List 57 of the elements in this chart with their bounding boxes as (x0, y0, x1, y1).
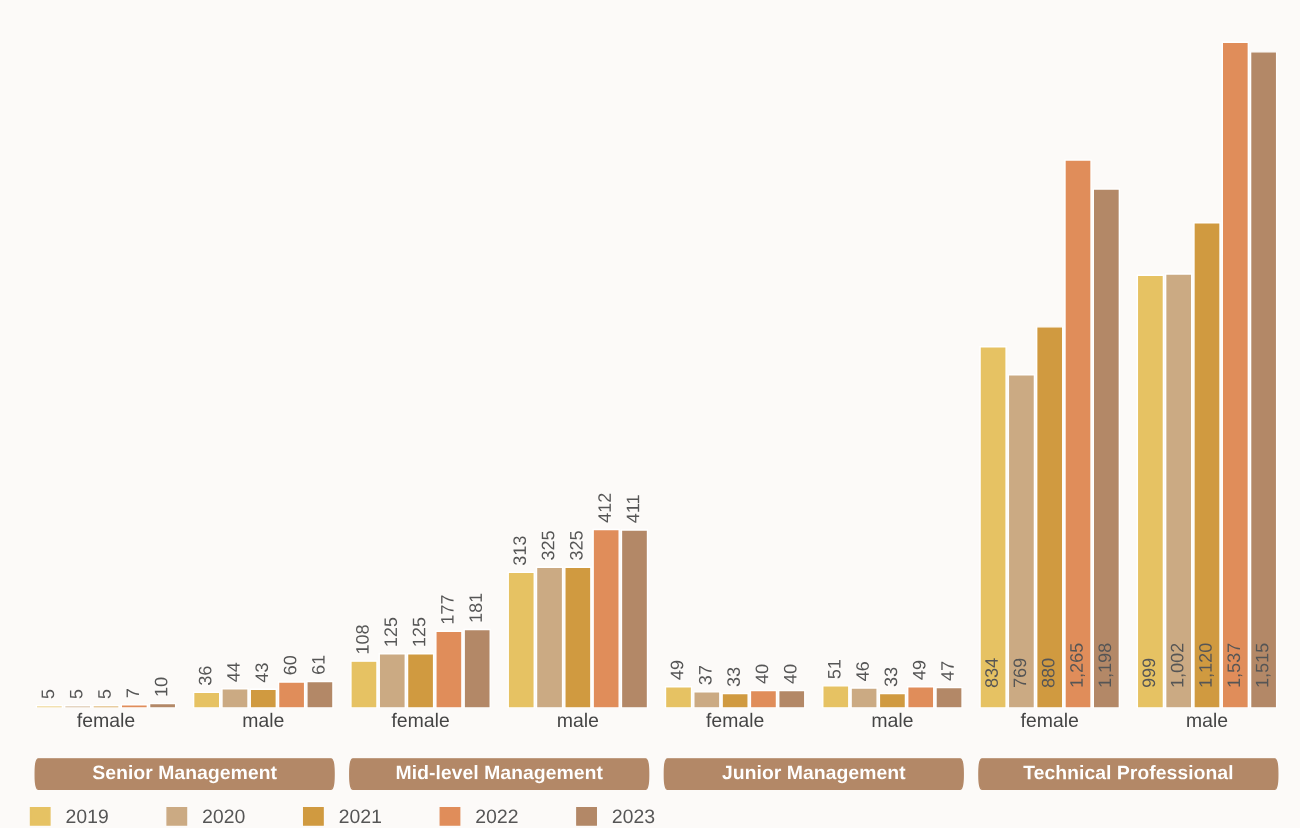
data-label: 7 (126, 689, 139, 698)
data-label: 769 (1013, 658, 1027, 688)
data-label: 834 (985, 658, 998, 688)
data-label: 1,265 (1070, 643, 1085, 687)
text: Mid-level Management (396, 765, 603, 784)
data-label: 1,002 (1170, 643, 1186, 687)
data-label: 49 (670, 660, 684, 680)
data-label: 108 (356, 625, 369, 654)
data-label: 125 (412, 617, 426, 646)
data-label: 999 (1142, 658, 1156, 688)
x-tick-label: male (558, 712, 599, 728)
legend-label: 2022 (476, 809, 518, 824)
data-label: 40 (755, 664, 769, 684)
data-label: 36 (198, 666, 212, 685)
x-tick-label: male (872, 712, 913, 728)
legend-label: 2020 (203, 809, 245, 824)
data-label: 880 (1041, 658, 1055, 688)
data-label: 325 (569, 531, 583, 560)
x-tick-label: female (391, 712, 449, 728)
legend-label: 2021 (339, 809, 381, 824)
data-label: 37 (698, 666, 712, 685)
data-label: 33 (884, 667, 898, 687)
data-label: 44 (227, 662, 240, 682)
data-label: 51 (828, 659, 841, 679)
data-label: 33 (727, 667, 740, 687)
x-tick-label: male (1187, 712, 1228, 728)
data-label: 313 (513, 536, 527, 566)
legend-label: 2023 (612, 809, 655, 824)
data-label: 5 (69, 689, 83, 699)
data-label: 40 (783, 664, 797, 684)
legend-label: 2019 (66, 809, 108, 824)
data-label: 61 (311, 655, 325, 674)
text: Junior Management (722, 765, 906, 784)
x-tick-label: female (706, 712, 764, 728)
x-tick-label: female (77, 712, 135, 728)
data-label: 60 (283, 655, 297, 675)
data-label: 125 (384, 617, 398, 646)
data-label: 1,120 (1199, 643, 1214, 687)
data-label: 177 (441, 595, 454, 624)
data-label: 46 (856, 662, 869, 681)
x-tick-label: female (1020, 712, 1079, 728)
data-label: 1,515 (1255, 643, 1271, 687)
data-label: 5 (98, 689, 111, 699)
data-label: 49 (912, 660, 926, 680)
text: Technical Professional (1023, 765, 1233, 780)
x-tick-label: male (243, 712, 284, 728)
data-label: 10 (154, 677, 168, 696)
data-label: 43 (255, 663, 269, 683)
data-label: 1,198 (1098, 643, 1114, 687)
data-label: 325 (541, 531, 555, 560)
data-label: 1,537 (1227, 643, 1243, 687)
data-label: 5 (41, 689, 55, 699)
text: Senior Management (92, 765, 277, 784)
data-label: 412 (598, 493, 611, 523)
data-label: 47 (941, 661, 954, 681)
data-label: 181 (469, 593, 483, 622)
data-label: 411 (626, 495, 640, 523)
